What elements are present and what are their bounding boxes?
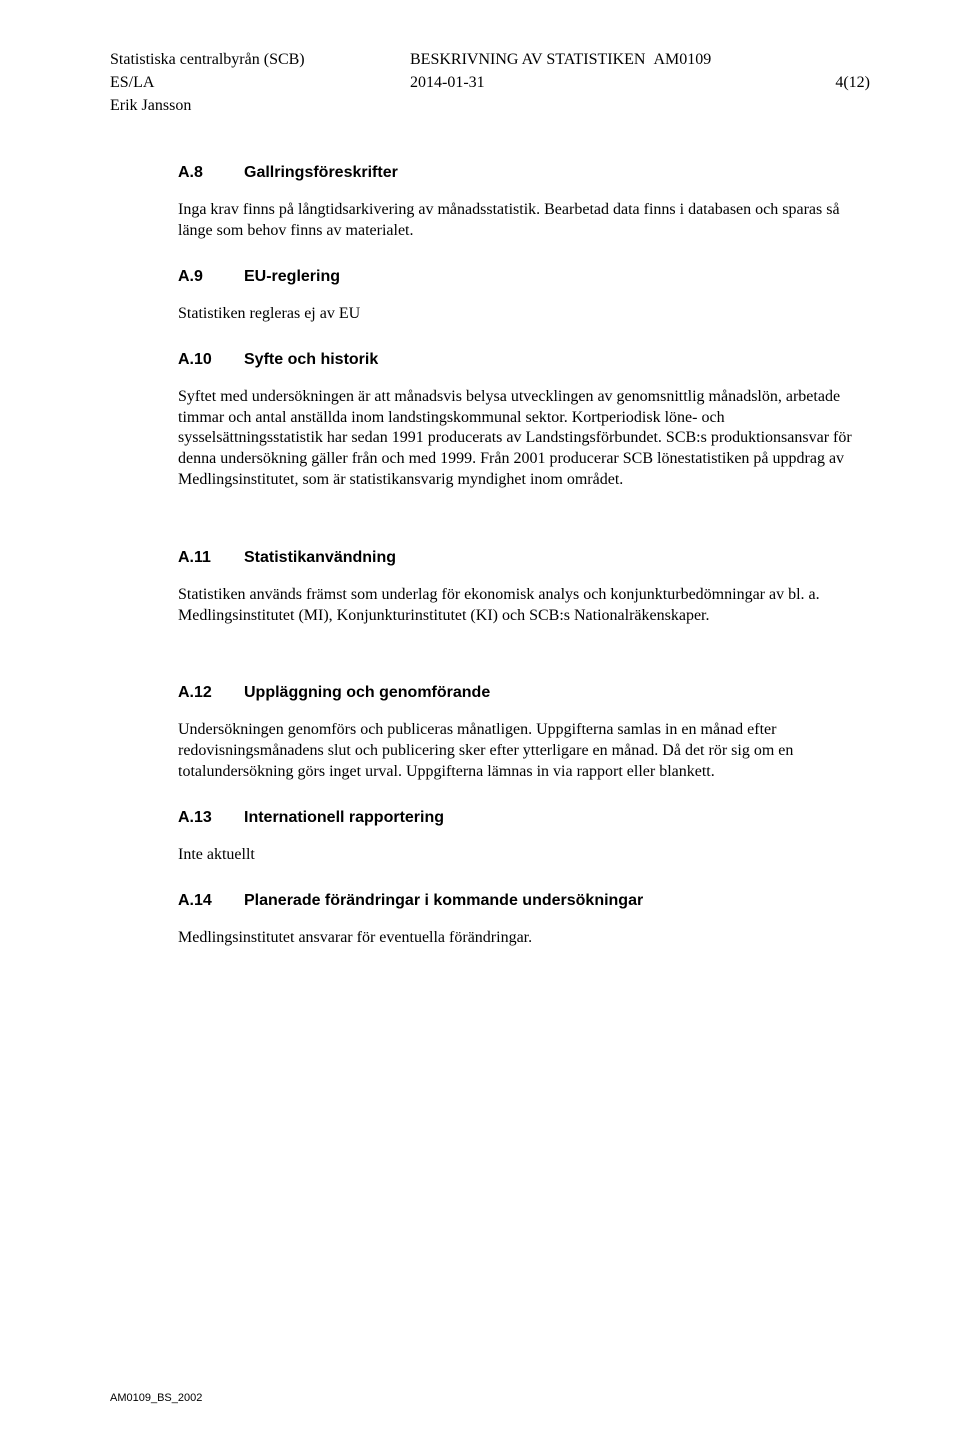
section-title-a9: EU-reglering bbox=[244, 268, 860, 286]
content-area: A.8 Gallringsföreskrifter Inga krav finn… bbox=[178, 164, 860, 948]
header-row-3: Erik Jansson bbox=[110, 96, 870, 117]
section-title-a14: Planerade förändringar i kommande unders… bbox=[244, 892, 860, 910]
para-a13-1: Inte aktuellt bbox=[178, 845, 860, 866]
para-a9-1: Statistiken regleras ej av EU bbox=[178, 304, 860, 325]
header-org: Statistiska centralbyrån (SCB) bbox=[110, 50, 410, 71]
section-title-a13: Internationell rapportering bbox=[244, 809, 860, 827]
para-a12-1: Undersökningen genomförs och publiceras … bbox=[178, 720, 860, 782]
heading-a10: A.10 Syfte och historik bbox=[178, 351, 860, 369]
header-date: 2014-01-31 bbox=[410, 73, 800, 94]
section-title-a8: Gallringsföreskrifter bbox=[244, 164, 860, 182]
section-title-a10: Syfte och historik bbox=[244, 351, 860, 369]
section-num-a12: A.12 bbox=[178, 684, 244, 702]
heading-a13: A.13 Internationell rapportering bbox=[178, 809, 860, 827]
heading-a11: A.11 Statistikanvändning bbox=[178, 549, 860, 567]
header-page: 4(12) bbox=[800, 73, 870, 94]
para-a11-1: Statistiken används främst som underlag … bbox=[178, 585, 860, 627]
heading-a14: A.14 Planerade förändringar i kommande u… bbox=[178, 892, 860, 910]
doc-code: AM0109 bbox=[653, 51, 711, 68]
section-num-a14: A.14 bbox=[178, 892, 244, 910]
header-doc-title: BESKRIVNING AV STATISTIKEN AM0109 bbox=[410, 50, 870, 71]
section-num-a10: A.10 bbox=[178, 351, 244, 369]
heading-a9: A.9 EU-reglering bbox=[178, 268, 860, 286]
section-title-a11: Statistikanvändning bbox=[244, 549, 860, 567]
heading-a8: A.8 Gallringsföreskrifter bbox=[178, 164, 860, 182]
section-num-a13: A.13 bbox=[178, 809, 244, 827]
header-dept: ES/LA bbox=[110, 73, 410, 94]
header-author: Erik Jansson bbox=[110, 96, 410, 117]
para-a10-1: Syftet med undersökningen är att månadsv… bbox=[178, 387, 860, 491]
section-num-a9: A.9 bbox=[178, 268, 244, 286]
page-header: Statistiska centralbyrån (SCB) BESKRIVNI… bbox=[110, 50, 870, 116]
page: Statistiska centralbyrån (SCB) BESKRIVNI… bbox=[0, 0, 960, 1444]
section-num-a8: A.8 bbox=[178, 164, 244, 182]
para-a8-1: Inga krav finns på långtidsarkivering av… bbox=[178, 200, 860, 242]
header-row-1: Statistiska centralbyrån (SCB) BESKRIVNI… bbox=[110, 50, 870, 71]
para-a14-1: Medlingsinstitutet ansvarar för eventuel… bbox=[178, 928, 860, 949]
header-row-2: ES/LA 2014-01-31 4(12) bbox=[110, 73, 870, 94]
footer-code: AM0109_BS_2002 bbox=[110, 1392, 202, 1404]
heading-a12: A.12 Uppläggning och genomförande bbox=[178, 684, 860, 702]
section-title-a12: Uppläggning och genomförande bbox=[244, 684, 860, 702]
section-num-a11: A.11 bbox=[178, 549, 244, 567]
doc-title-text: BESKRIVNING AV STATISTIKEN bbox=[410, 51, 645, 68]
